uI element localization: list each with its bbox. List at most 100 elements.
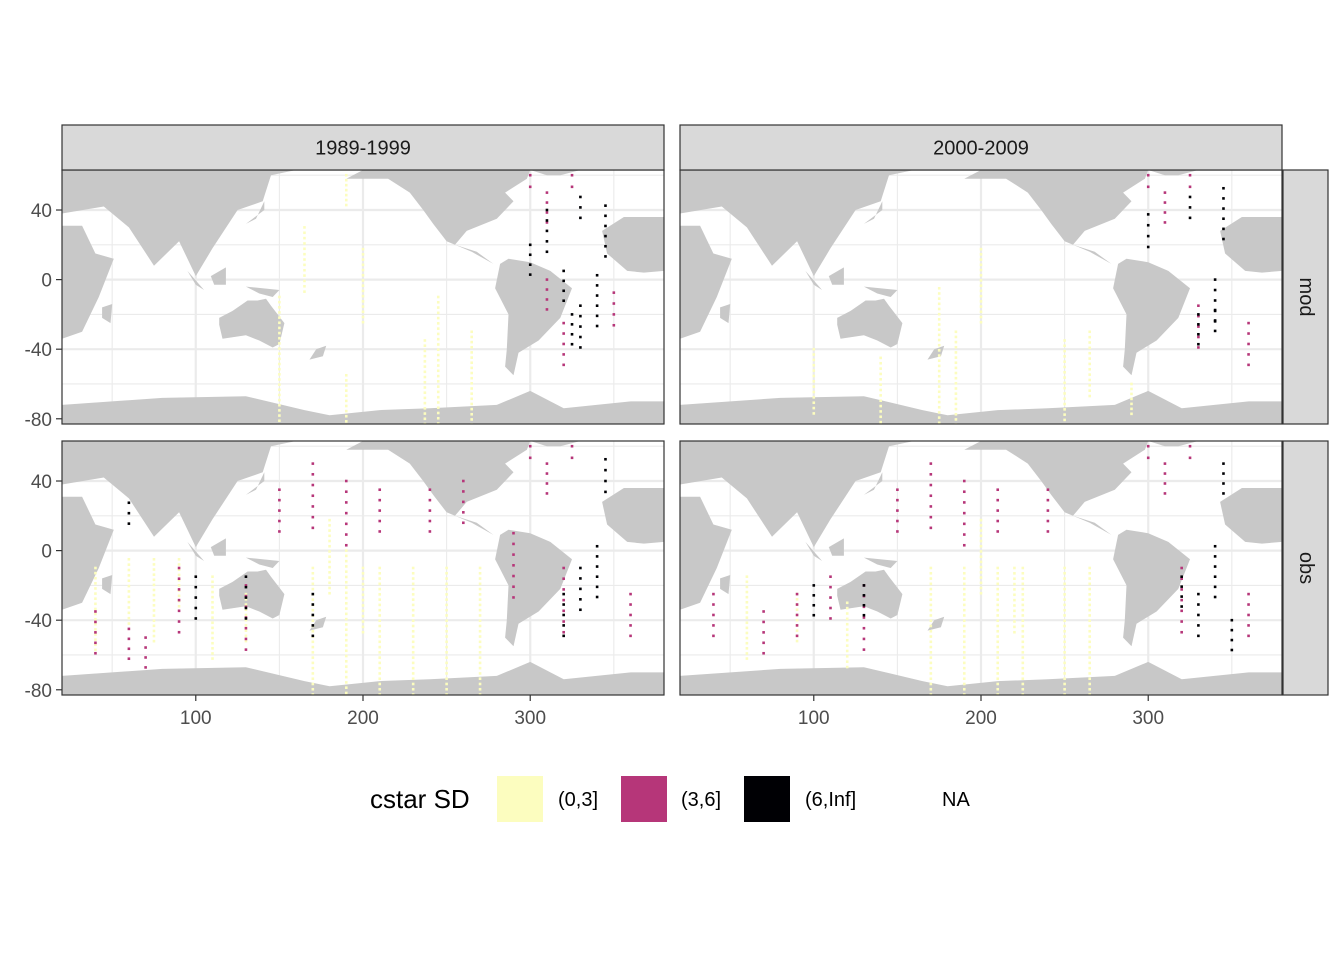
data-cell-(0,3] [344, 638, 348, 642]
data-cell-(0,3] [812, 374, 816, 378]
data-cell-(6,Inf] [579, 598, 582, 601]
data-cell-(0,3] [478, 619, 482, 623]
data-cell-(0,3] [1021, 603, 1025, 607]
data-cell-(0,3] [1013, 598, 1016, 602]
data-cell-(0,3] [954, 376, 958, 380]
data-cell-(3,6] [545, 191, 549, 194]
data-cell-(0,3] [745, 621, 749, 625]
data-cell-(0,3] [344, 665, 348, 668]
data-cell-(0,3] [996, 687, 1000, 691]
data-cell-(0,3] [423, 412, 427, 415]
data-cell-(0,3] [470, 351, 473, 354]
data-cell-(0,3] [470, 402, 473, 406]
data-cell-(0,3] [127, 563, 131, 566]
data-cell-(0,3] [937, 343, 941, 347]
data-cell-(0,3] [1130, 382, 1133, 386]
data-cell-(0,3] [445, 709, 448, 712]
data-cell-(0,3] [478, 672, 482, 675]
data-cell-(3,6] [1188, 456, 1192, 460]
data-cell-(0,3] [303, 268, 306, 272]
data-cell-(0,3] [963, 735, 966, 738]
data-cell-(0,3] [244, 613, 248, 617]
data-cell-(0,3] [478, 582, 482, 586]
data-cell-(3,6] [462, 479, 465, 483]
data-cell-(0,3] [344, 633, 348, 637]
data-cell-(0,3] [795, 629, 799, 632]
data-cell-(0,3] [278, 326, 281, 330]
data-cell-(3,6] [311, 526, 315, 530]
data-cell-(3,6] [311, 494, 315, 498]
data-cell-(0,3] [1088, 709, 1091, 712]
data-cell-(3,6] [1046, 498, 1050, 502]
data-cell-(0,3] [963, 698, 966, 701]
data-cell-(0,3] [412, 730, 415, 733]
data-cell-(0,3] [423, 407, 427, 410]
data-cell-(0,3] [962, 640, 966, 644]
data-cell-(3,6] [94, 610, 97, 613]
data-cell-(6,Inf] [862, 594, 866, 597]
data-cell-(6,Inf] [862, 603, 866, 607]
x-tick-label: 300 [514, 708, 546, 729]
land-polygon [102, 304, 113, 324]
data-cell-(0,3] [996, 666, 1000, 670]
data-cell-(0,3] [979, 315, 983, 319]
data-cell-(0,3] [344, 596, 348, 600]
data-cell-(0,3] [979, 268, 983, 272]
data-cell-(0,3] [479, 725, 482, 728]
data-cell-(0,3] [311, 577, 315, 580]
data-cell-(6,Inf] [127, 501, 131, 505]
data-cell-(0,3] [278, 321, 281, 325]
data-cell-(6,Inf] [194, 575, 198, 578]
data-cell-(0,3] [929, 629, 933, 633]
data-cell-(0,3] [929, 651, 933, 654]
data-cell-(0,3] [1063, 418, 1066, 422]
data-cell-(0,3] [962, 571, 966, 575]
data-cell-(0,3] [361, 279, 365, 282]
data-cell-(0,3] [445, 672, 448, 675]
data-cell-(0,3] [177, 584, 181, 587]
data-cell-(0,3] [1088, 335, 1091, 339]
data-cell-(0,3] [445, 635, 448, 638]
data-cell-(6,Inf] [579, 577, 582, 580]
data-cell-(0,3] [1088, 608, 1091, 612]
data-cell-(0,3] [1088, 682, 1091, 686]
data-cell-(0,3] [303, 231, 306, 235]
land-polygon [863, 557, 898, 568]
data-cell-(0,3] [127, 574, 131, 577]
data-cell-(6,Inf] [812, 603, 816, 607]
data-cell-(0,3] [962, 645, 966, 649]
data-cell-(6,Inf] [244, 596, 248, 599]
data-cell-(0,3] [127, 584, 131, 588]
data-cell-(3,6] [311, 473, 315, 476]
data-cell-(0,3] [328, 550, 331, 553]
land-polygon [602, 217, 664, 273]
data-cell-(0,3] [411, 587, 415, 591]
data-cell-(0,3] [94, 597, 97, 601]
data-cell-(0,3] [1063, 635, 1066, 638]
data-cell-(0,3] [423, 360, 427, 363]
data-cell-(3,6] [512, 553, 515, 556]
data-cell-(6,Inf] [562, 592, 565, 596]
data-cell-(0,3] [423, 349, 427, 353]
data-cell-(0,3] [244, 639, 248, 643]
data-cell-(3,6] [428, 509, 432, 512]
data-cell-(0,3] [879, 399, 882, 403]
data-cell-(0,3] [361, 566, 365, 570]
data-cell-(3,6] [545, 492, 549, 495]
data-cell-(6,Inf] [1197, 634, 1200, 638]
data-cell-(0,3] [478, 608, 482, 612]
data-cell-(3,6] [1247, 332, 1250, 335]
land-polygon [346, 441, 531, 535]
data-cell-(3,6] [712, 592, 715, 596]
data-cell-(6,Inf] [562, 269, 565, 273]
data-cell-(6,Inf] [194, 596, 198, 599]
data-cell-(3,6] [94, 651, 97, 655]
data-cell-(0,3] [152, 563, 156, 566]
data-cell-(0,3] [278, 347, 281, 350]
data-cell-(0,3] [152, 598, 156, 602]
facet-label-column: 2000-2009 [933, 138, 1029, 160]
data-cell-(0,3] [962, 661, 966, 665]
data-cell-(0,3] [152, 624, 156, 628]
data-cell-(0,3] [152, 568, 156, 571]
